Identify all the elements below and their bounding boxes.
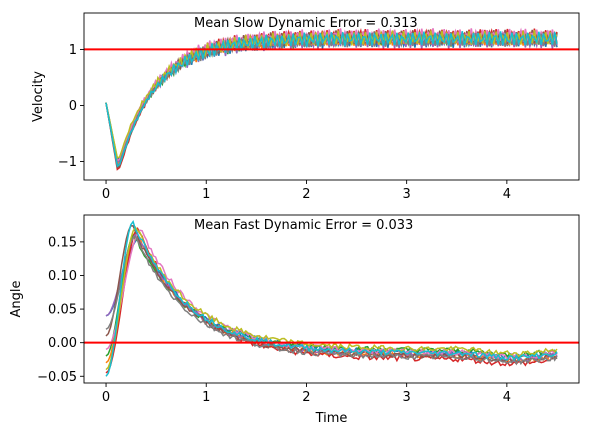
velocity-panel: 0 1 2 3 4 −1 0 1 Velocity Mean Slow Dynamic Error… [31, 12, 580, 202]
series-line [105, 234, 558, 358]
x-axis-label: Time [315, 411, 348, 426]
x-tick-label: 2 [302, 390, 310, 405]
series-line [105, 32, 558, 165]
series-group [105, 27, 558, 171]
y-tick-label: 0 [69, 99, 77, 114]
x-tick-label: 4 [503, 390, 511, 405]
series-line [105, 32, 558, 160]
series-line [105, 220, 558, 377]
series-line [105, 27, 558, 162]
x-tick-label: 3 [403, 187, 411, 202]
plot-frame [83, 12, 580, 181]
y-tick-label: −0.05 [37, 370, 77, 385]
series-line [105, 30, 558, 165]
plot-frame [83, 214, 580, 384]
series-line [105, 31, 558, 168]
y-tick-label: 0.00 [48, 336, 77, 351]
y-tick-label: 1 [69, 43, 77, 58]
y-tick-label: −1 [58, 155, 77, 170]
x-tick-label: 1 [202, 390, 210, 405]
series-line [105, 33, 558, 164]
x-tick-label: 2 [302, 187, 310, 202]
y-tick-label: 0.10 [48, 269, 77, 284]
y-tick-label: 0.05 [48, 303, 77, 318]
series-line [105, 31, 558, 167]
series-line [105, 226, 558, 371]
x-tick-label: 3 [403, 390, 411, 405]
series-group [105, 220, 558, 377]
error-annotation: Mean Fast Dynamic Error = 0.033 [194, 218, 413, 233]
x-tick-label: 4 [503, 187, 511, 202]
angle-panel: 0 1 2 3 4 −0.05 0.00 0.05 0.10 0.15 Angle Time Mean … [9, 214, 580, 426]
series-line [105, 235, 558, 366]
error-annotation: Mean Slow Dynamic Error = 0.313 [194, 16, 418, 31]
x-tick-label: 0 [102, 390, 110, 405]
x-tick-label: 0 [102, 187, 110, 202]
y-axis-label: Angle [9, 281, 24, 318]
y-axis-label: Velocity [31, 71, 46, 122]
y-tick-label: 0.15 [48, 235, 77, 250]
x-tick-label: 1 [202, 187, 210, 202]
